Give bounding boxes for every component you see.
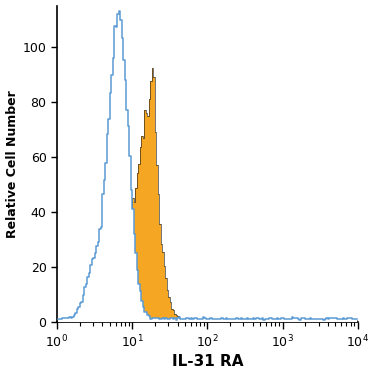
- X-axis label: IL-31 RA: IL-31 RA: [172, 354, 243, 369]
- Y-axis label: Relative Cell Number: Relative Cell Number: [6, 90, 18, 238]
